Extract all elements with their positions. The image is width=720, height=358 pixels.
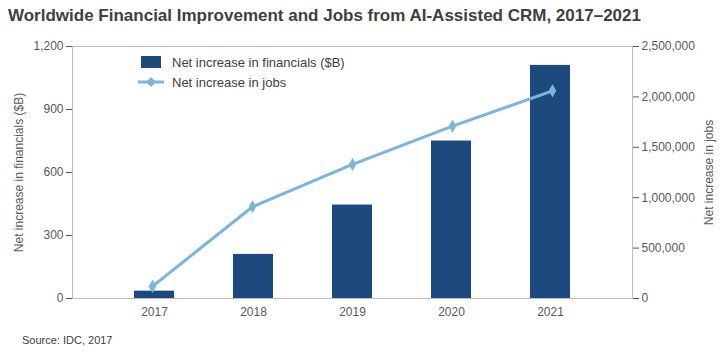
svg-text:500,000: 500,000 xyxy=(642,241,686,255)
svg-text:Net increase in financials ($B: Net increase in financials ($B) xyxy=(12,93,26,252)
svg-text:300: 300 xyxy=(43,228,63,242)
html-text:Net increase in jobs: Net increase in jobs xyxy=(172,74,287,90)
html-text:Source: IDC, 2017: Source: IDC, 2017 xyxy=(22,334,113,346)
svg-text:0: 0 xyxy=(642,291,649,305)
svg-text:2019: 2019 xyxy=(339,305,366,319)
svg-text:1,000,000: 1,000,000 xyxy=(642,191,696,205)
html-text:Net increase in financials ($B: Net increase in financials ($B) xyxy=(172,54,345,70)
svg-text:2017: 2017 xyxy=(141,305,168,319)
svg-text:0: 0 xyxy=(57,291,64,305)
svg-text:2,000,000: 2,000,000 xyxy=(642,90,696,104)
svg-text:2018: 2018 xyxy=(240,305,267,319)
html-text:Worldwide Financial Improvemen: Worldwide Financial Improvement and Jobs… xyxy=(8,6,641,25)
svg-text:Net increase in jobs: Net increase in jobs xyxy=(702,120,716,225)
svg-text:1,200: 1,200 xyxy=(33,39,63,53)
svg-text:2,500,000: 2,500,000 xyxy=(642,39,696,53)
svg-text:600: 600 xyxy=(43,165,63,179)
svg-text:900: 900 xyxy=(43,102,63,116)
svg-text:1,500,000: 1,500,000 xyxy=(642,140,696,154)
svg-text:2021: 2021 xyxy=(537,305,564,319)
svg-text:2020: 2020 xyxy=(438,305,465,319)
